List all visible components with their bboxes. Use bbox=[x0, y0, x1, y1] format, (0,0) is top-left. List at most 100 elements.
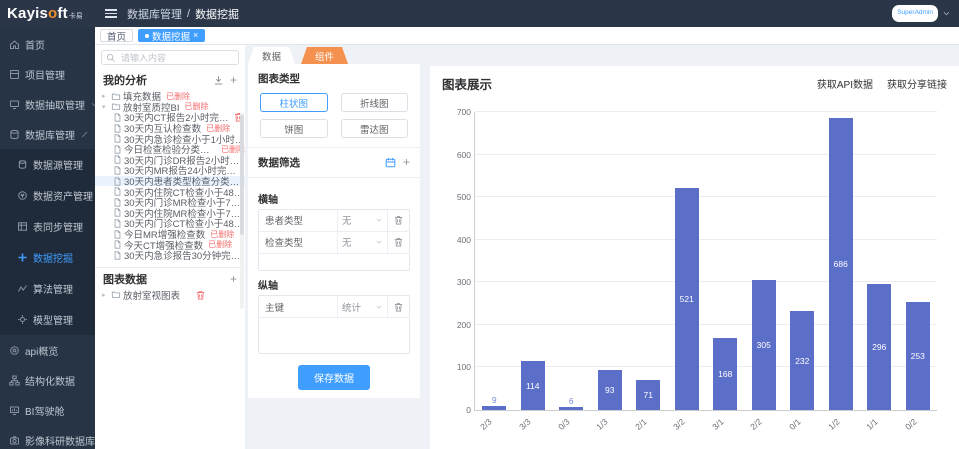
delete-icon[interactable] bbox=[234, 112, 245, 122]
x-axis-tick-label: 2/3 bbox=[478, 416, 495, 432]
y-axis-tick-label: 400 bbox=[456, 234, 471, 245]
sidebar-item-label: 数据源管理 bbox=[33, 161, 83, 172]
save-data-button[interactable]: 保存数据 bbox=[298, 365, 370, 390]
doc-icon bbox=[113, 166, 122, 175]
tree-item[interactable]: ▸ 填充数据 已删除 bbox=[95, 91, 245, 102]
tab-designer-component[interactable]: 组件 bbox=[301, 47, 348, 64]
caret-icon[interactable]: ▸ bbox=[102, 93, 106, 101]
tab-home[interactable]: 首页 bbox=[100, 29, 134, 43]
sidebar-item[interactable]: 表同步管理 bbox=[0, 211, 95, 242]
sidebar-item[interactable]: 数据库管理 bbox=[0, 119, 95, 149]
y-axis-tick-label: 300 bbox=[456, 277, 471, 288]
tree-item[interactable]: 30天内住院MR检查小于72小时总计 bbox=[95, 208, 245, 219]
chart-bar: 71 bbox=[636, 379, 661, 410]
divider bbox=[248, 147, 420, 148]
tree-item[interactable]: 30天内CT报告2小时完成数 bbox=[95, 112, 245, 123]
deleted-badge: 已删除 bbox=[208, 240, 233, 250]
aggregation-select[interactable]: 无 bbox=[337, 231, 387, 253]
add-filter-button[interactable]: + bbox=[402, 155, 410, 170]
tree-item-label: 30天内住院MR检查小于72小时总计 bbox=[124, 208, 245, 219]
sidebar-item-label: 项目管理 bbox=[25, 70, 65, 82]
sidebar-item[interactable]: 算法管理 bbox=[0, 273, 95, 304]
delete-field-icon[interactable] bbox=[387, 231, 409, 253]
x-axis-tick-label: 1/2 bbox=[825, 416, 842, 432]
sidebar-item-label: 数据挖掘 bbox=[33, 254, 73, 265]
chart-type-button[interactable]: 柱状图 bbox=[260, 93, 328, 112]
tree-item[interactable]: ▾ 放射室质控BI 已删除 bbox=[95, 102, 245, 113]
sidebar-item[interactable]: 结构化数据 bbox=[0, 365, 95, 395]
folder-icon bbox=[111, 92, 121, 101]
doc-icon bbox=[113, 251, 122, 260]
tree-item[interactable]: 今日MR增强检查数 已删除 bbox=[95, 229, 245, 239]
download-icon[interactable] bbox=[213, 75, 224, 86]
x-axis-tick-label: 3/2 bbox=[671, 416, 687, 432]
tree-item[interactable]: 30天内急诊检查小于1小时总计 bbox=[95, 133, 245, 144]
add-analysis-button[interactable]: + bbox=[229, 73, 237, 87]
sidebar-item[interactable]: 首页 bbox=[0, 29, 95, 59]
sidebar-item-label: 算法管理 bbox=[33, 285, 73, 296]
sidebar-item[interactable]: 数据抽取管理 bbox=[0, 89, 95, 119]
sidebar-item[interactable]: BI驾驶舱 bbox=[0, 395, 95, 425]
sidebar-item[interactable]: 模型管理 bbox=[0, 304, 95, 335]
sidebar-item-label: 数据抽取管理 bbox=[25, 100, 85, 112]
chart-type-button[interactable]: 饼图 bbox=[260, 119, 328, 138]
chart-type-button[interactable]: 折线图 bbox=[340, 93, 408, 112]
tree-item[interactable]: 30天内门诊DR报告2小时完成数 bbox=[95, 155, 245, 165]
search-box[interactable] bbox=[101, 50, 239, 65]
tree-item[interactable]: 30天内急诊报告30分钟完成数 bbox=[95, 250, 245, 261]
chart-data-list: ▸ 放射室视图表 bbox=[95, 290, 245, 300]
tab-data-mining[interactable]: 数据挖掘 × bbox=[138, 29, 206, 43]
chart-data-item[interactable]: ▸ 放射室视图表 bbox=[95, 290, 245, 300]
sidebar-item[interactable]: 数据挖掘 bbox=[0, 242, 95, 273]
tree-item[interactable]: 30天内互认检查数 已删除 bbox=[95, 123, 245, 133]
sidebar-item[interactable]: 影像科研数据库 bbox=[0, 425, 95, 449]
get-api-data-link[interactable]: 获取API数据 bbox=[816, 79, 873, 91]
get-share-link[interactable]: 获取分享链接 bbox=[887, 79, 947, 91]
search-input[interactable] bbox=[119, 51, 234, 64]
bar-value-label: 71 bbox=[643, 389, 653, 400]
tree-item[interactable]: 30天内MR报告24小时完成数 bbox=[95, 165, 245, 176]
delete-field-icon[interactable] bbox=[387, 296, 409, 318]
folder-icon bbox=[111, 102, 121, 111]
project-icon bbox=[9, 69, 20, 80]
user-badge[interactable]: SuperAdmin bbox=[892, 5, 938, 22]
api-icon bbox=[9, 345, 20, 356]
chart-bar: 305 bbox=[751, 280, 776, 410]
chevron-down-icon[interactable] bbox=[942, 9, 951, 18]
delete-field-icon[interactable] bbox=[387, 209, 409, 231]
y-axis-tick-label: 600 bbox=[456, 149, 471, 160]
structured-icon bbox=[9, 375, 20, 386]
tree-item[interactable]: 今天CT增强检查数 已删除 bbox=[95, 239, 245, 250]
add-chart-data-button[interactable]: + bbox=[229, 271, 237, 286]
breadcrumb-parent[interactable]: 数据库管理 bbox=[127, 8, 182, 21]
sidebar-item[interactable]: 数据资产管理 bbox=[0, 180, 95, 211]
delete-icon[interactable] bbox=[196, 290, 207, 300]
filter-settings-icon[interactable] bbox=[385, 157, 396, 168]
sidebar-item-label: api概览 bbox=[25, 346, 59, 358]
sidebar-item[interactable]: 数据源管理 bbox=[0, 149, 95, 180]
tab-designer-data[interactable]: 数据 bbox=[248, 47, 295, 64]
chart-type-buttons: 柱状图 折线图 饼图 雷达图 bbox=[260, 93, 408, 138]
chart-bar: 296 bbox=[867, 284, 892, 410]
menu-collapse-icon[interactable] bbox=[105, 9, 117, 18]
tree-item[interactable]: 30天内门诊CT检查小于48小时总计 bbox=[95, 218, 245, 229]
aggregation-select[interactable]: 无 bbox=[337, 209, 387, 231]
tree-item[interactable]: 30天内门诊MR检查小于72小时总计 bbox=[95, 197, 245, 208]
tree-item-label: 放射室质控BI bbox=[123, 102, 180, 113]
scrollbar-thumb[interactable] bbox=[240, 115, 244, 235]
y-axis-section-label: 纵轴 bbox=[258, 281, 278, 293]
breadcrumb: 数据库管理 / 数据挖掘 bbox=[127, 7, 240, 21]
tab-close-icon[interactable]: × bbox=[193, 30, 199, 40]
sidebar-item[interactable]: api概览 bbox=[0, 335, 95, 365]
aggregation-select[interactable]: 统计 bbox=[337, 296, 387, 318]
caret-icon[interactable]: ▸ bbox=[102, 291, 106, 299]
tree-item[interactable]: 30天内患者类型检查分类统计 bbox=[95, 175, 245, 187]
tree-item[interactable]: 今日检查检验分类统计 已删除 bbox=[95, 144, 245, 155]
chart-type-button[interactable]: 雷达图 bbox=[340, 119, 408, 138]
folder-icon bbox=[111, 290, 121, 299]
tree-item[interactable]: 30天内住院CT检查小于48小时总计 bbox=[95, 186, 245, 197]
deleted-badge: 已删除 bbox=[184, 102, 209, 112]
sidebar-item[interactable]: 项目管理 bbox=[0, 59, 95, 89]
doc-icon bbox=[113, 208, 122, 217]
caret-icon[interactable]: ▾ bbox=[102, 103, 106, 111]
